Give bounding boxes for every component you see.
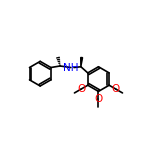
Text: O: O: [112, 84, 120, 94]
Text: NH: NH: [63, 62, 79, 73]
Polygon shape: [81, 57, 83, 67]
Text: O: O: [94, 94, 103, 104]
Text: O: O: [77, 84, 85, 94]
